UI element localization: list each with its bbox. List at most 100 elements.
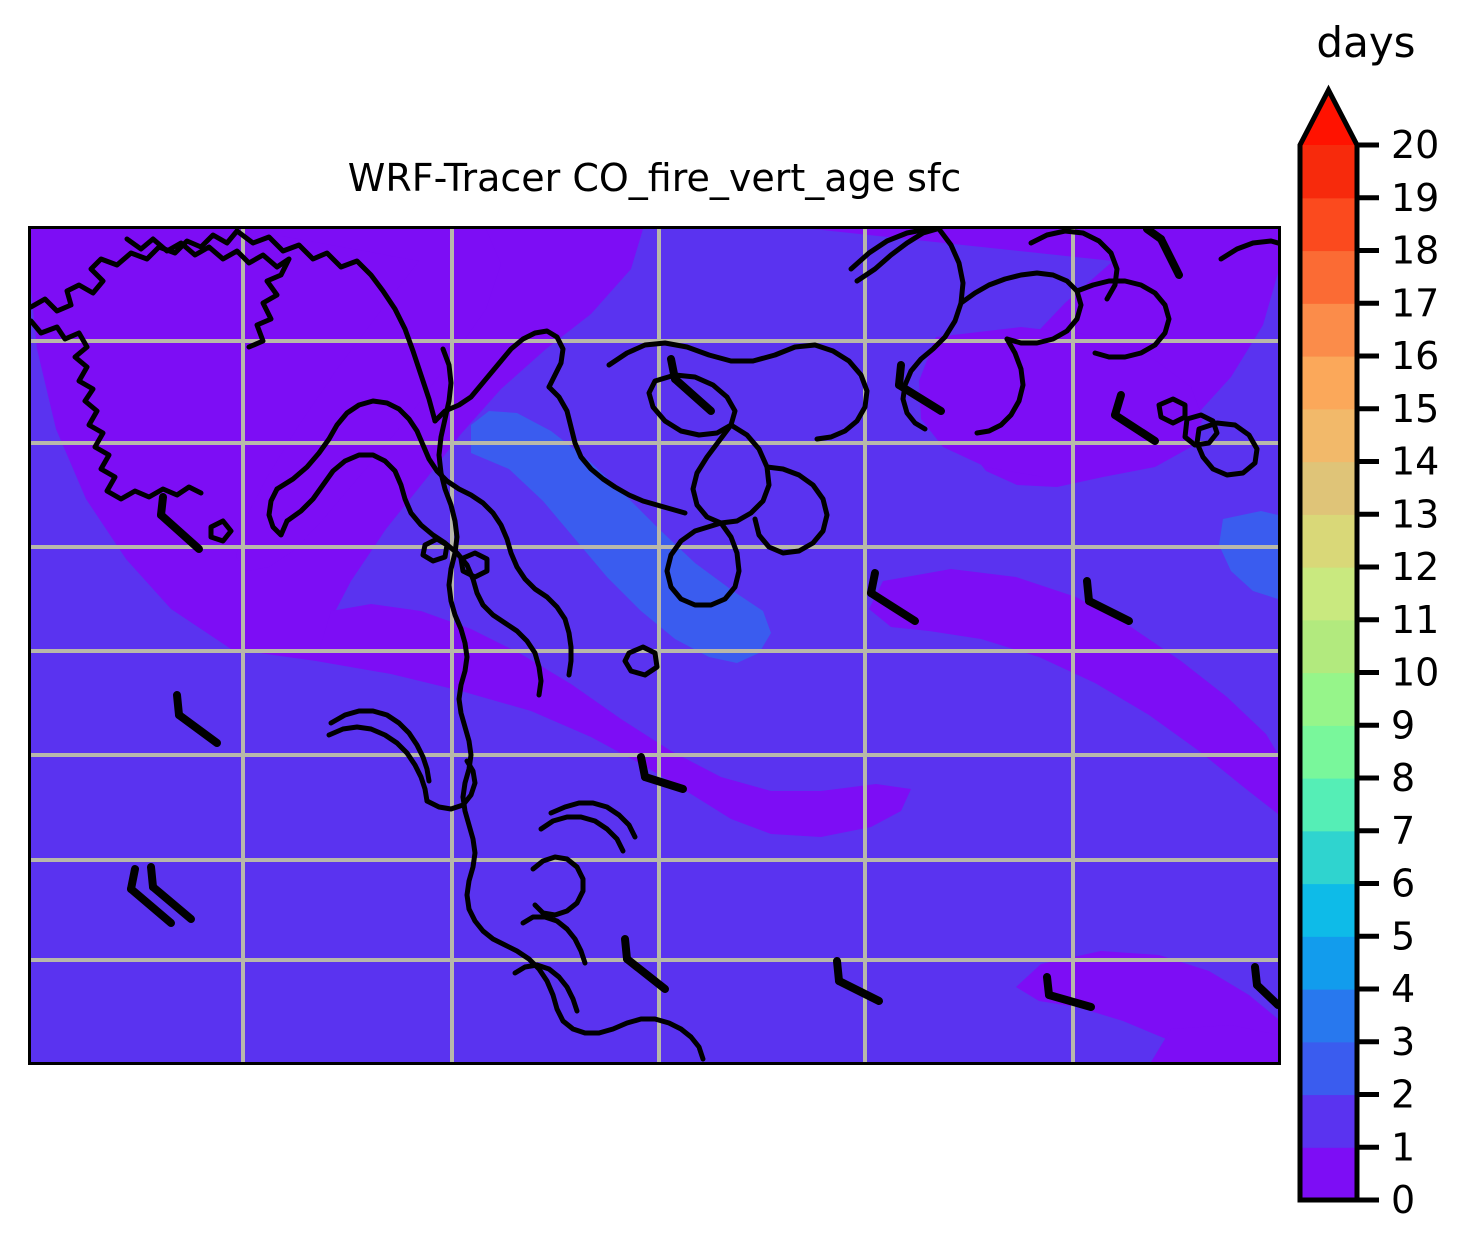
colorbar-tick-label: 3 <box>1391 1020 1415 1064</box>
colorbar-tick-label: 6 <box>1391 862 1415 906</box>
coast-nw-peninsula <box>31 318 204 502</box>
title-line-1: WRF-Tracer CO_fire_vert_age sfc <box>347 156 962 200</box>
coast-java-east <box>424 758 478 812</box>
contour-region-violet-br-corner <box>1151 1025 1278 1062</box>
colorbar-band <box>1300 303 1357 357</box>
wind-barb <box>127 865 175 927</box>
colorbar-tick-label: 12 <box>1391 545 1439 589</box>
coast-borneo-north <box>606 340 870 442</box>
contour-region-blue-right-edge <box>1219 511 1278 599</box>
coast-islet-small <box>208 518 234 544</box>
colorbar-band <box>1300 567 1357 621</box>
colorbar-band <box>1300 619 1357 674</box>
coast-ne-b <box>854 229 940 284</box>
coast-island-lobe-d <box>752 464 830 556</box>
coast-nw-top <box>31 229 240 314</box>
colorbar-border <box>1297 84 1360 1203</box>
coast-islet-g <box>622 644 660 678</box>
colorbar-tick-label: 7 <box>1391 809 1415 853</box>
wind-barb <box>1111 391 1159 445</box>
coast-islet-f <box>1194 420 1260 478</box>
colorbar-band <box>1300 514 1357 568</box>
coast-bay-hook <box>432 328 566 424</box>
colorbar-band <box>1300 672 1357 726</box>
coast-mid-east-b <box>538 814 626 854</box>
colorbar-unit-label: days <box>1316 18 1416 67</box>
colorbar-band <box>1300 145 1357 199</box>
wind-barb <box>667 355 715 415</box>
coast-malay-to-se <box>436 346 706 1062</box>
colorbar-band <box>1300 250 1357 304</box>
wind-barb <box>1083 577 1133 625</box>
coast-mid-east-c <box>530 854 586 918</box>
colorbar-band <box>1300 725 1357 779</box>
wind-barb <box>637 753 687 793</box>
coast-islet-b <box>420 536 450 564</box>
colorbar-tick-label: 15 <box>1391 387 1439 431</box>
colorbar-tick-label: 0 <box>1391 1178 1415 1220</box>
colorbar-bands <box>1300 90 1357 1201</box>
colorbar-band <box>1300 1094 1357 1148</box>
colorbar-tick-label: 4 <box>1391 967 1415 1011</box>
map-clip <box>31 229 1278 1062</box>
wind-barb <box>867 569 919 625</box>
contour-band-2-3-days-group <box>471 411 1278 663</box>
coast-islet-e <box>1182 412 1220 448</box>
coast-nw-islands <box>124 236 292 350</box>
colorbar-tick-label: 2 <box>1391 1073 1415 1117</box>
colorbar-tick-label: 20 <box>1391 123 1439 167</box>
wind-barb <box>147 863 195 923</box>
colorbar-tick-label: 16 <box>1391 334 1439 378</box>
map-contour-svg <box>31 229 1278 1062</box>
colorbar-band <box>1300 461 1357 515</box>
wind-barb <box>1251 963 1278 1009</box>
wind-barb <box>895 361 945 415</box>
colorbar-band <box>1300 989 1357 1043</box>
coast-mid-east-e <box>512 962 580 1014</box>
wind-barb <box>621 935 669 993</box>
coast-ne-f <box>1074 278 1172 360</box>
contour-region-blue-plume <box>471 411 771 663</box>
colorbar-tick-label: 14 <box>1391 440 1439 484</box>
wind-barb <box>173 691 221 747</box>
coast-ne-d <box>958 270 1084 346</box>
map-gridlines <box>31 229 1278 1062</box>
contour-region-violet-diag-right <box>869 569 1278 814</box>
colorbar-band <box>1300 883 1357 937</box>
wind-barbs <box>127 229 1278 1011</box>
coast-sumatra-west <box>274 398 574 678</box>
wind-barb <box>157 493 203 553</box>
coast-ne-g <box>1028 229 1120 302</box>
coast-island-lobe-a <box>646 372 738 438</box>
coast-ne-h <box>1218 238 1278 262</box>
colorbar-extend-arrow <box>1300 90 1357 145</box>
colorbar-tick-label: 18 <box>1391 229 1439 273</box>
colorbar-tick-label: 11 <box>1391 598 1439 642</box>
coast-islet-d <box>1156 396 1188 426</box>
colorbar-band <box>1300 830 1357 885</box>
coast-island-lobe-b <box>690 422 772 526</box>
colorbar-outline <box>1297 84 1360 1203</box>
colorbar-tick-label: 5 <box>1391 914 1415 958</box>
coast-sumatra-nwtip <box>266 486 290 538</box>
colorbar-tick-label: 17 <box>1391 281 1439 325</box>
wind-barb <box>1143 229 1183 279</box>
colorbar-band <box>1300 1041 1357 1096</box>
coast-ne-a <box>848 229 930 272</box>
coast-ne-e <box>974 336 1026 436</box>
colorbar-tick-label: 8 <box>1391 756 1415 800</box>
coast-java-north <box>328 708 432 784</box>
colorbar-band <box>1300 356 1357 410</box>
colorbar-band <box>1300 1147 1357 1201</box>
coast-island-lobe-c <box>664 520 742 608</box>
map-plot-frame <box>28 226 1281 1065</box>
coast-sumatra-east <box>284 452 544 698</box>
coast-mid-east-d <box>520 914 588 966</box>
colorbar[interactable]: days 20 19 18 17 16 15 14 13 12 11 10 9 8 7 6 5 4 3 2 1 0 <box>1290 18 1462 1220</box>
wind-barb <box>833 957 883 1005</box>
coast-islet-c <box>458 550 490 580</box>
coast-mid-east-a <box>548 800 638 840</box>
